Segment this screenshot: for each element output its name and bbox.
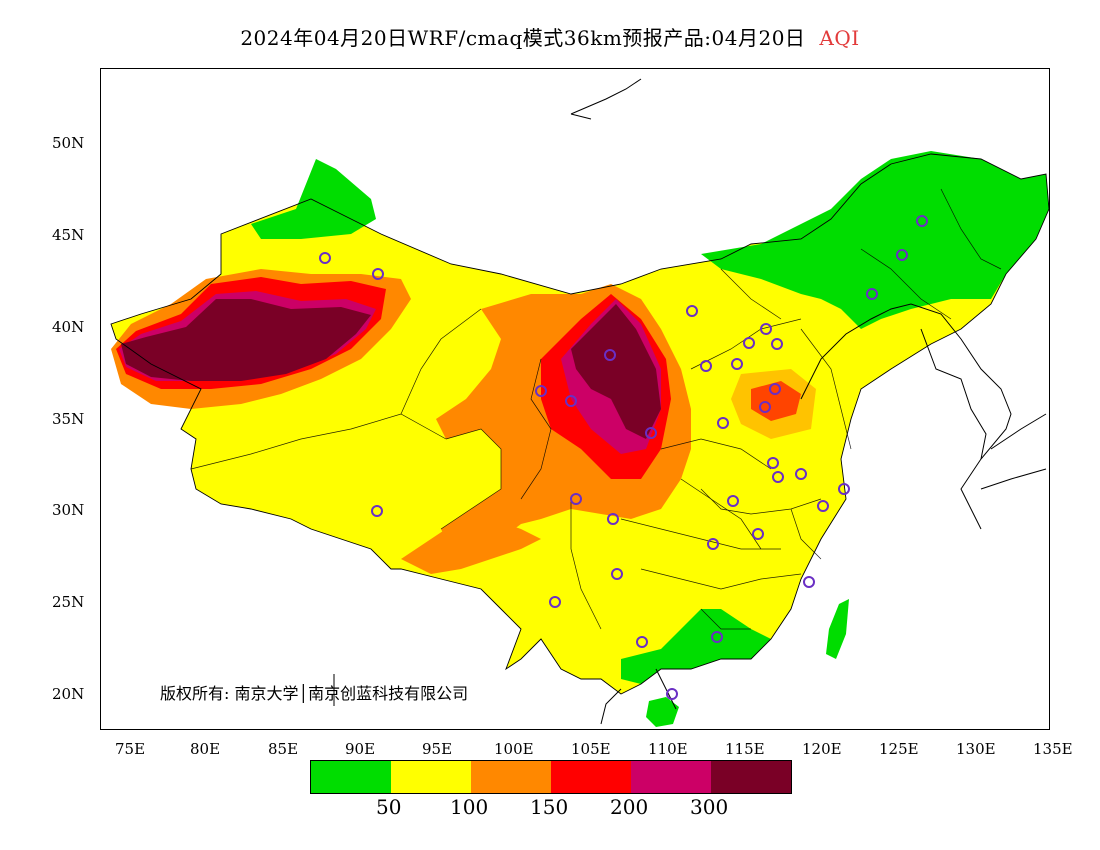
legend-label-300: 300 xyxy=(690,795,729,819)
lon-label-105e: 105E xyxy=(571,740,611,758)
lon-label-90e: 90E xyxy=(345,740,376,758)
coastline-vietnam xyxy=(600,668,677,725)
region-green-northeast xyxy=(701,151,1049,329)
legend-label-200: 200 xyxy=(610,795,649,819)
legend-label-100: 100 xyxy=(450,795,489,819)
title-variable: AQI xyxy=(819,26,860,50)
lat-label-30n: 30N xyxy=(52,501,85,519)
region-orange-east xyxy=(731,369,816,439)
lon-label-80e: 80E xyxy=(190,740,221,758)
coastline-korea xyxy=(920,328,987,460)
title-text: 2024年04月20日WRF/cmaq模式36km预报产品:04月20日 xyxy=(240,26,806,50)
lon-label-85e: 85E xyxy=(268,740,299,758)
lon-label-110e: 110E xyxy=(648,740,688,758)
lon-label-135e: 135E xyxy=(1033,740,1073,758)
legend-swatch-150-200 xyxy=(551,761,631,793)
lon-label-125e: 125E xyxy=(879,740,919,758)
lon-label-100e: 100E xyxy=(494,740,534,758)
lon-label-115e: 115E xyxy=(725,740,765,758)
region-maroon-northwest xyxy=(121,299,371,381)
lon-label-130e: 130E xyxy=(956,740,996,758)
lat-label-25n: 25N xyxy=(52,593,85,611)
lat-label-20n: 20N xyxy=(52,685,85,703)
aqi-legend xyxy=(310,760,792,794)
legend-label-150: 150 xyxy=(530,795,569,819)
lon-label-120e: 120E xyxy=(802,740,842,758)
legend-swatch-100-150 xyxy=(471,761,551,793)
legend-swatch-50-100 xyxy=(391,761,471,793)
map-panel xyxy=(100,68,1050,730)
region-hainan xyxy=(646,697,679,727)
lon-label-75e: 75E xyxy=(115,740,146,758)
lat-label-50n: 50N xyxy=(52,134,85,152)
city-markers xyxy=(319,215,928,700)
legend-swatch-200-300 xyxy=(631,761,711,793)
lat-label-40n: 40N xyxy=(52,318,85,336)
coastline-mongolia xyxy=(570,78,642,120)
copyright-text: 版权所有: 南京大学│南京创蓝科技有限公司 xyxy=(160,684,469,703)
legend-swatch-300-plus xyxy=(711,761,791,793)
region-green-northwest xyxy=(251,159,376,239)
lat-label-45n: 45N xyxy=(52,226,85,244)
lon-label-95e: 95E xyxy=(422,740,453,758)
legend-swatch-0-50 xyxy=(311,761,391,793)
coastline-japan xyxy=(980,413,1047,490)
lat-label-35n: 35N xyxy=(52,410,85,428)
aqi-map xyxy=(110,78,1049,727)
region-orange-southwest xyxy=(401,519,541,574)
map-title: 2024年04月20日WRF/cmaq模式36km预报产品:04月20日 AQI xyxy=(0,22,1100,51)
region-green-south xyxy=(621,609,771,684)
coastline xyxy=(800,303,1012,530)
legend-label-50: 50 xyxy=(376,795,402,819)
region-taiwan xyxy=(826,599,849,659)
china-outline xyxy=(110,153,1049,695)
region-maroon-central xyxy=(571,304,661,439)
